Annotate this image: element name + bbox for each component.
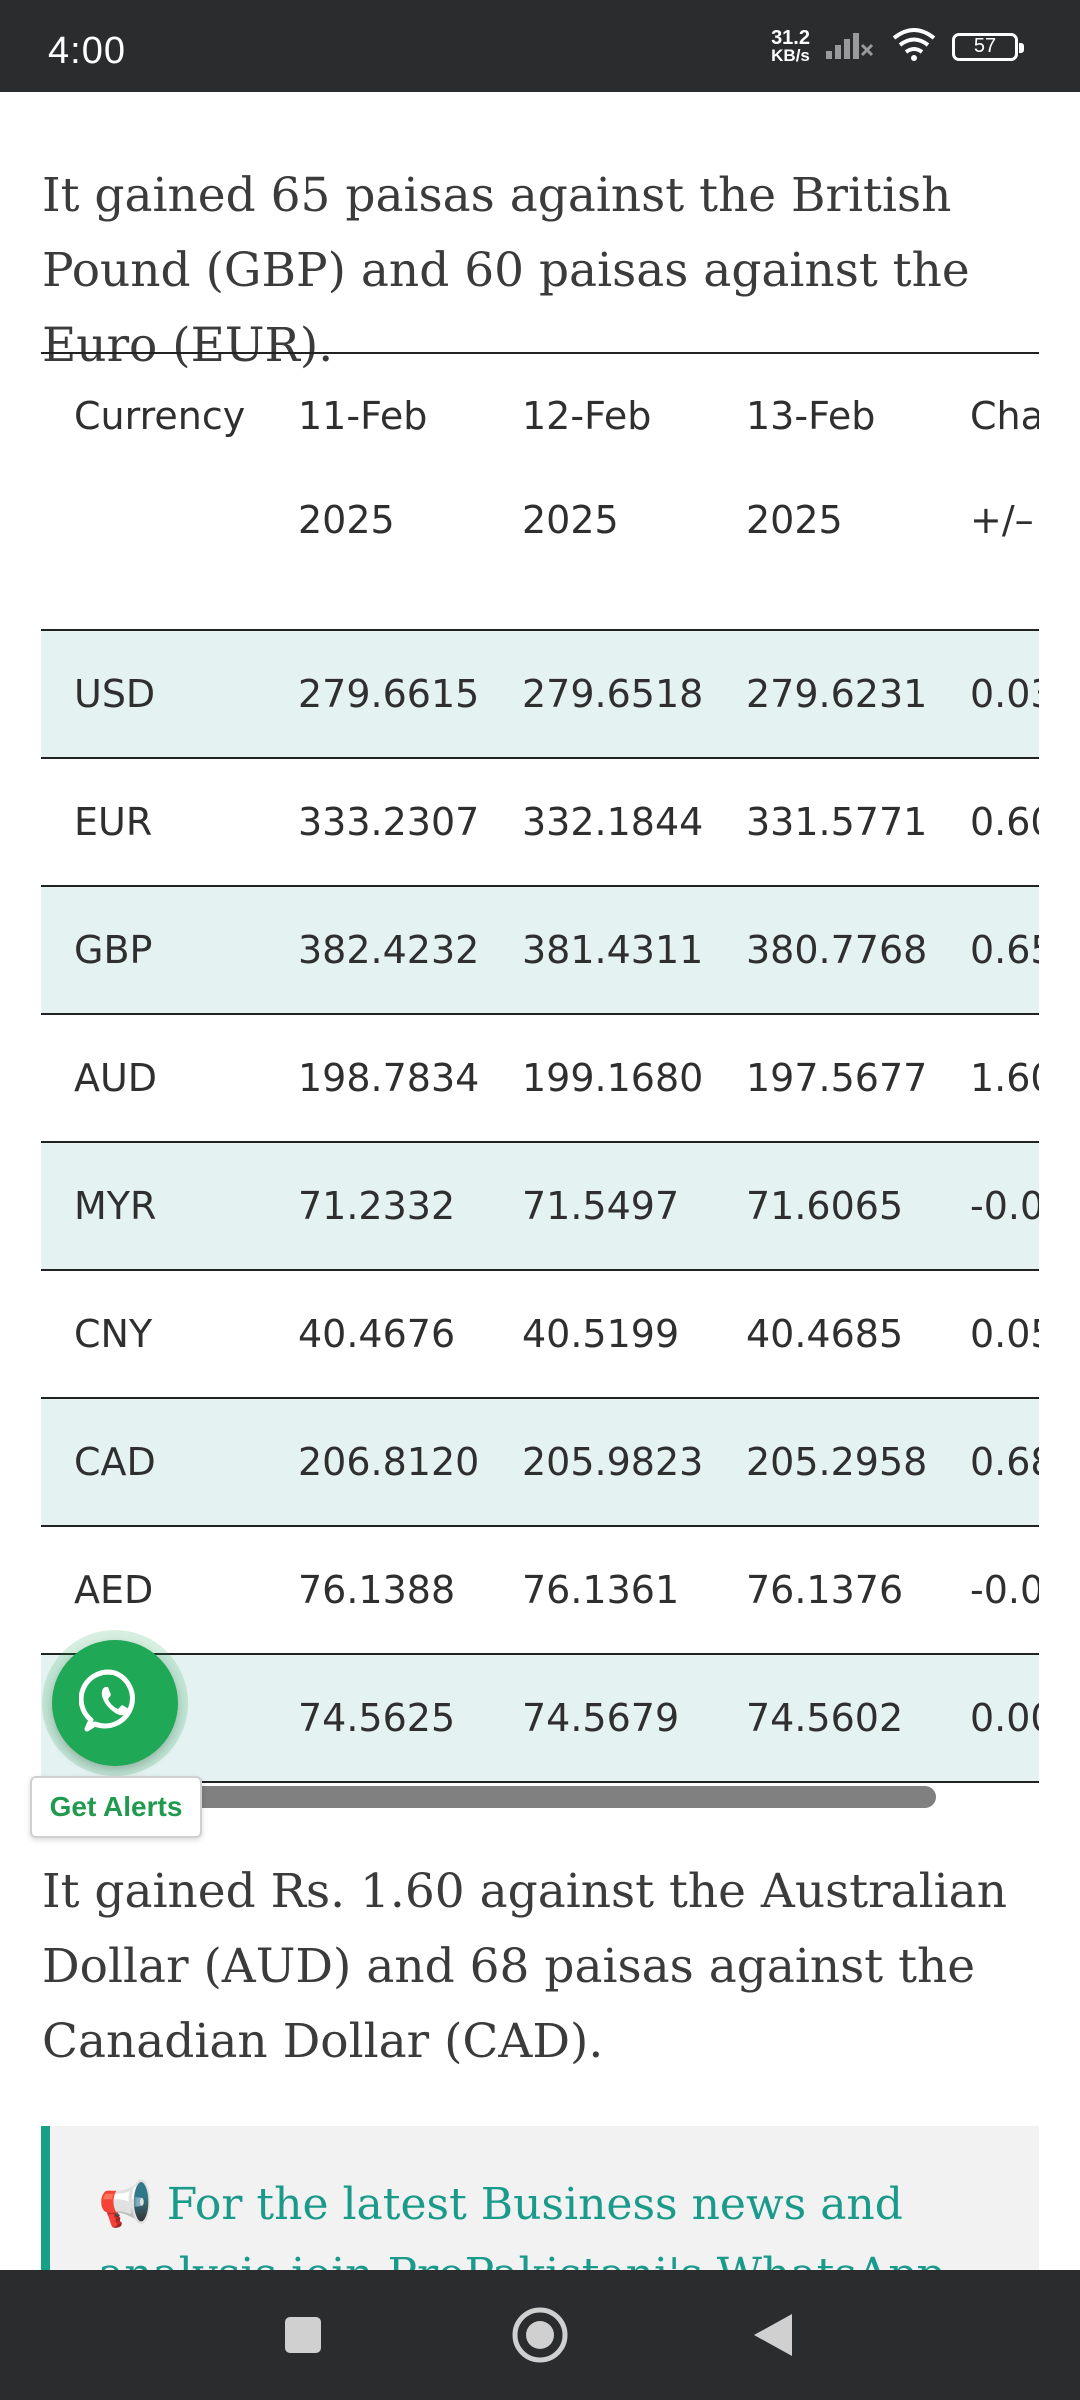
- whatsapp-button[interactable]: [52, 1640, 178, 1766]
- whatsapp-callout[interactable]: 📢 For the latest Business news and analy…: [41, 2126, 1039, 2270]
- rate-cell: 40.4676: [265, 1270, 489, 1399]
- header-12-feb: 12-Feb 2025: [489, 352, 713, 631]
- change-cell: -0.06: [937, 1142, 1039, 1271]
- network-speed: 31.2 KB/s: [771, 26, 810, 65]
- rate-cell: 380.7768: [713, 886, 937, 1015]
- rate-cell: 40.4685: [713, 1270, 937, 1399]
- change-cell: 0.03: [937, 630, 1039, 759]
- status-icons: 31.2 KB/s 57: [771, 26, 1024, 67]
- back-icon[interactable]: [738, 2300, 808, 2370]
- network-speed-value: 31.2: [771, 26, 810, 49]
- rate-cell: 76.1376: [713, 1526, 937, 1655]
- rate-cell: 198.7834: [265, 1014, 489, 1143]
- header-year: 2025: [298, 498, 395, 542]
- recents-icon[interactable]: [268, 2300, 338, 2370]
- rate-cell: 199.1680: [489, 1014, 713, 1143]
- system-nav-bar: [0, 2270, 1080, 2400]
- change-cell: 0.60: [937, 758, 1039, 887]
- currency-code-cell: GBP: [41, 886, 265, 1015]
- megaphone-icon: 📢: [98, 2179, 153, 2230]
- rate-cell: 40.5199: [489, 1270, 713, 1399]
- currency-code-cell: USD: [41, 630, 265, 759]
- header-11-feb: 11-Feb 2025: [265, 352, 489, 631]
- get-alerts-button[interactable]: Get Alerts: [30, 1776, 202, 1838]
- rate-cell: 205.9823: [489, 1398, 713, 1527]
- table-body: USD279.6615279.6518279.62310.03EUR333.23…: [41, 630, 1039, 1783]
- wifi-icon: [890, 26, 938, 67]
- rate-cell: 381.4311: [489, 886, 713, 1015]
- exchange-rate-table-container[interactable]: Currency 11-Feb 2025 12-Feb 2025 13-Feb …: [41, 352, 1039, 1892]
- home-icon[interactable]: [505, 2300, 575, 2370]
- rate-cell: 205.2958: [713, 1398, 937, 1527]
- rate-cell: 279.6518: [489, 630, 713, 759]
- table-header-row: Currency 11-Feb 2025 12-Feb 2025 13-Feb …: [41, 352, 1039, 631]
- article-content: It gained 65 paisas against the British …: [0, 92, 1080, 2270]
- currency-code-cell: MYR: [41, 1142, 265, 1271]
- rate-cell: 74.5625: [265, 1654, 489, 1783]
- header-13-feb: 13-Feb 2025: [713, 352, 937, 631]
- rate-cell: 331.5771: [713, 758, 937, 887]
- exchange-rate-table: Currency 11-Feb 2025 12-Feb 2025 13-Feb …: [41, 352, 1039, 1783]
- header-currency-label: Currency: [74, 394, 246, 438]
- currency-code-cell: AED: [41, 1526, 265, 1655]
- rate-cell: 76.1361: [489, 1526, 713, 1655]
- rate-cell: 71.6065: [713, 1142, 937, 1271]
- table-horizontal-scrollbar[interactable]: [52, 1786, 936, 1808]
- status-bar: 4:00 31.2 KB/s 57: [0, 0, 1080, 92]
- change-cell: 0.68: [937, 1398, 1039, 1527]
- header-date: 13-Feb: [746, 394, 876, 438]
- callout-link[interactable]: For the latest Business news and analysi…: [98, 2179, 945, 2270]
- header-change: Change +/–: [937, 352, 1039, 631]
- rate-cell: 279.6231: [713, 630, 937, 759]
- change-cell: 0.05: [937, 1270, 1039, 1399]
- header-year: 2025: [746, 498, 843, 542]
- rate-cell: 333.2307: [265, 758, 489, 887]
- header-change-label: Change: [970, 394, 1039, 438]
- currency-code-cell: AUD: [41, 1014, 265, 1143]
- rate-cell: 71.5497: [489, 1142, 713, 1271]
- change-cell: 1.60: [937, 1014, 1039, 1143]
- article-paragraph: It gained Rs. 1.60 against the Australia…: [42, 1864, 1007, 2069]
- rate-cell: 74.5602: [713, 1654, 937, 1783]
- change-cell: 0.65: [937, 886, 1039, 1015]
- rate-cell: 332.1844: [489, 758, 713, 887]
- whatsapp-icon: [78, 1665, 151, 1742]
- currency-code-cell: CNY: [41, 1270, 265, 1399]
- rate-cell: 206.8120: [265, 1398, 489, 1527]
- header-currency: Currency: [41, 352, 265, 631]
- rate-cell: 382.4232: [265, 886, 489, 1015]
- status-time: 4:00: [48, 30, 126, 72]
- header-date: 11-Feb: [298, 394, 428, 438]
- rate-cell: 76.1388: [265, 1526, 489, 1655]
- header-year: 2025: [522, 498, 619, 542]
- article-paragraph: It gained 65 paisas against the British …: [42, 168, 970, 373]
- network-speed-unit: KB/s: [771, 45, 810, 65]
- header-date: 12-Feb: [522, 394, 652, 438]
- rate-cell: 279.6615: [265, 630, 489, 759]
- battery-icon: 57: [952, 32, 1024, 61]
- rate-cell: 197.5677: [713, 1014, 937, 1143]
- rate-cell: 74.5679: [489, 1654, 713, 1783]
- signal-icon: [824, 27, 876, 66]
- currency-code-cell: EUR: [41, 758, 265, 887]
- callout-text[interactable]: 📢 For the latest Business news and analy…: [98, 2170, 1018, 2270]
- currency-code-cell: CAD: [41, 1398, 265, 1527]
- header-change-sub: +/–: [970, 498, 1034, 542]
- change-cell: 0.00: [937, 1654, 1039, 1783]
- change-cell: -0.00: [937, 1526, 1039, 1655]
- rate-cell: 71.2332: [265, 1142, 489, 1271]
